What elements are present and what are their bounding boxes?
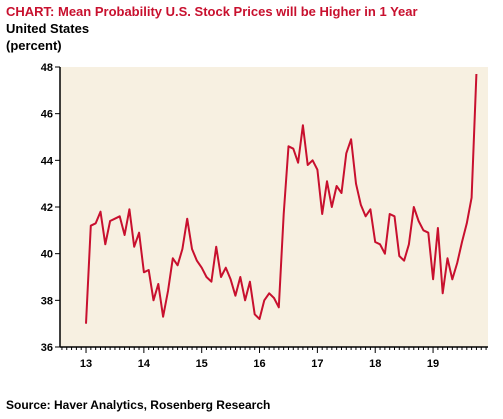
x-tick-label: 15: [196, 358, 208, 370]
x-tick-label: 14: [138, 358, 151, 370]
y-tick-label: 48: [41, 62, 53, 74]
plot-area: [60, 67, 488, 347]
x-tick-label: 17: [311, 358, 323, 370]
chart-subtitle-country: United States: [6, 21, 90, 36]
y-tick-label: 36: [41, 342, 53, 354]
y-tick-label: 44: [41, 155, 54, 167]
y-tick-label: 40: [41, 249, 53, 261]
source-note: Source: Haver Analytics, Rosenberg Resea…: [6, 398, 271, 412]
y-tick-label: 46: [41, 109, 53, 121]
chart-title: CHART: Mean Probability U.S. Stock Price…: [6, 4, 418, 19]
x-tick-label: 16: [253, 358, 265, 370]
x-tick-label: 19: [427, 358, 439, 370]
chart-subtitle-unit: (percent): [6, 38, 62, 53]
x-tick-label: 18: [369, 358, 381, 370]
series-line: [85, 73, 478, 324]
y-tick-label: 42: [41, 202, 53, 214]
x-tick-label: 13: [80, 358, 92, 370]
series-group: [85, 73, 478, 324]
y-tick-label: 38: [41, 295, 53, 307]
axes: 36 38 40 42 44 46 48 13 14 15 16 17 18 19: [41, 62, 488, 370]
